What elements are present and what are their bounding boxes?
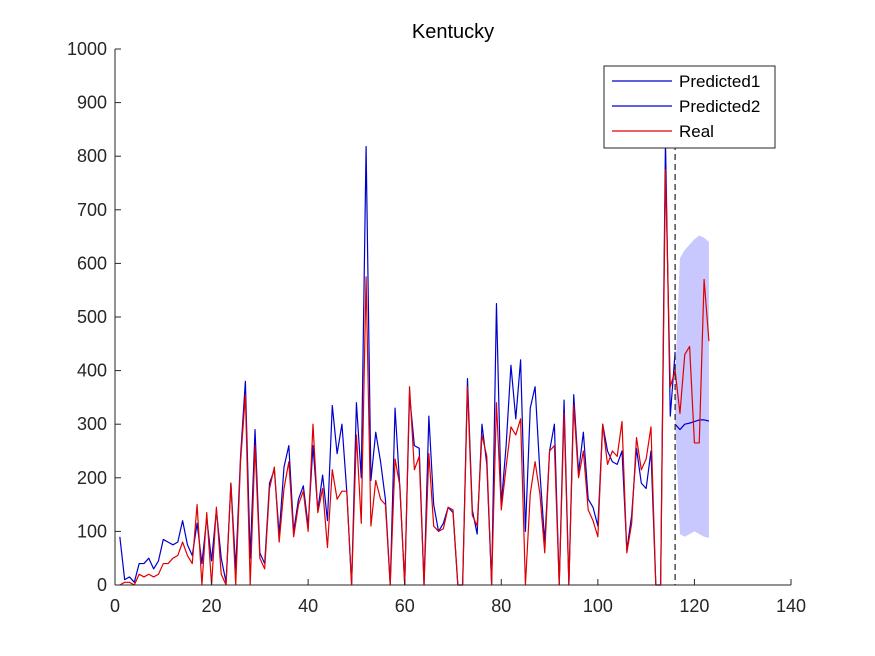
- y-tick-label-300: 300: [77, 414, 107, 434]
- legend-box: [603, 65, 776, 149]
- x-tick-label-100: 100: [583, 596, 613, 616]
- x-tick-label-60: 60: [395, 596, 415, 616]
- x-tick-label-40: 40: [298, 596, 318, 616]
- y-tick-label-500: 500: [77, 307, 107, 327]
- y-tick-label-700: 700: [77, 200, 107, 220]
- legend-label-predicted1: Predicted1: [679, 72, 760, 91]
- x-tick-label-20: 20: [202, 596, 222, 616]
- y-tick-label-200: 200: [77, 468, 107, 488]
- axis-layer: 0 100 200 300 400 500 600 700 800 900 1000 0 20 40 60 8…: [67, 39, 806, 616]
- y-tick-label-800: 800: [77, 146, 107, 166]
- legend-label-real: Real: [679, 122, 714, 141]
- y-tick-label-400: 400: [77, 361, 107, 381]
- y-tick-label-0: 0: [97, 575, 107, 595]
- chart-title: Kentucky: [412, 21, 494, 43]
- y-tick-label-100: 100: [77, 521, 107, 541]
- x-tick-label-0: 0: [110, 596, 120, 616]
- y-tick-label-900: 900: [77, 93, 107, 113]
- series-layer: [119, 139, 710, 586]
- x-tick-label-120: 120: [679, 596, 709, 616]
- series-line-predicted2: [674, 419, 710, 431]
- x-tick-label-140: 140: [776, 596, 806, 616]
- series-line-predicted1: [119, 139, 676, 586]
- series-line-real: [119, 169, 710, 586]
- y-tick-label-600: 600: [77, 253, 107, 273]
- legend-label-predicted2: Predicted2: [679, 97, 760, 116]
- x-tick-label-80: 80: [491, 596, 511, 616]
- legend: Predicted1 Predicted2 Real: [603, 65, 776, 149]
- y-tick-label-1000: 1000: [67, 39, 107, 59]
